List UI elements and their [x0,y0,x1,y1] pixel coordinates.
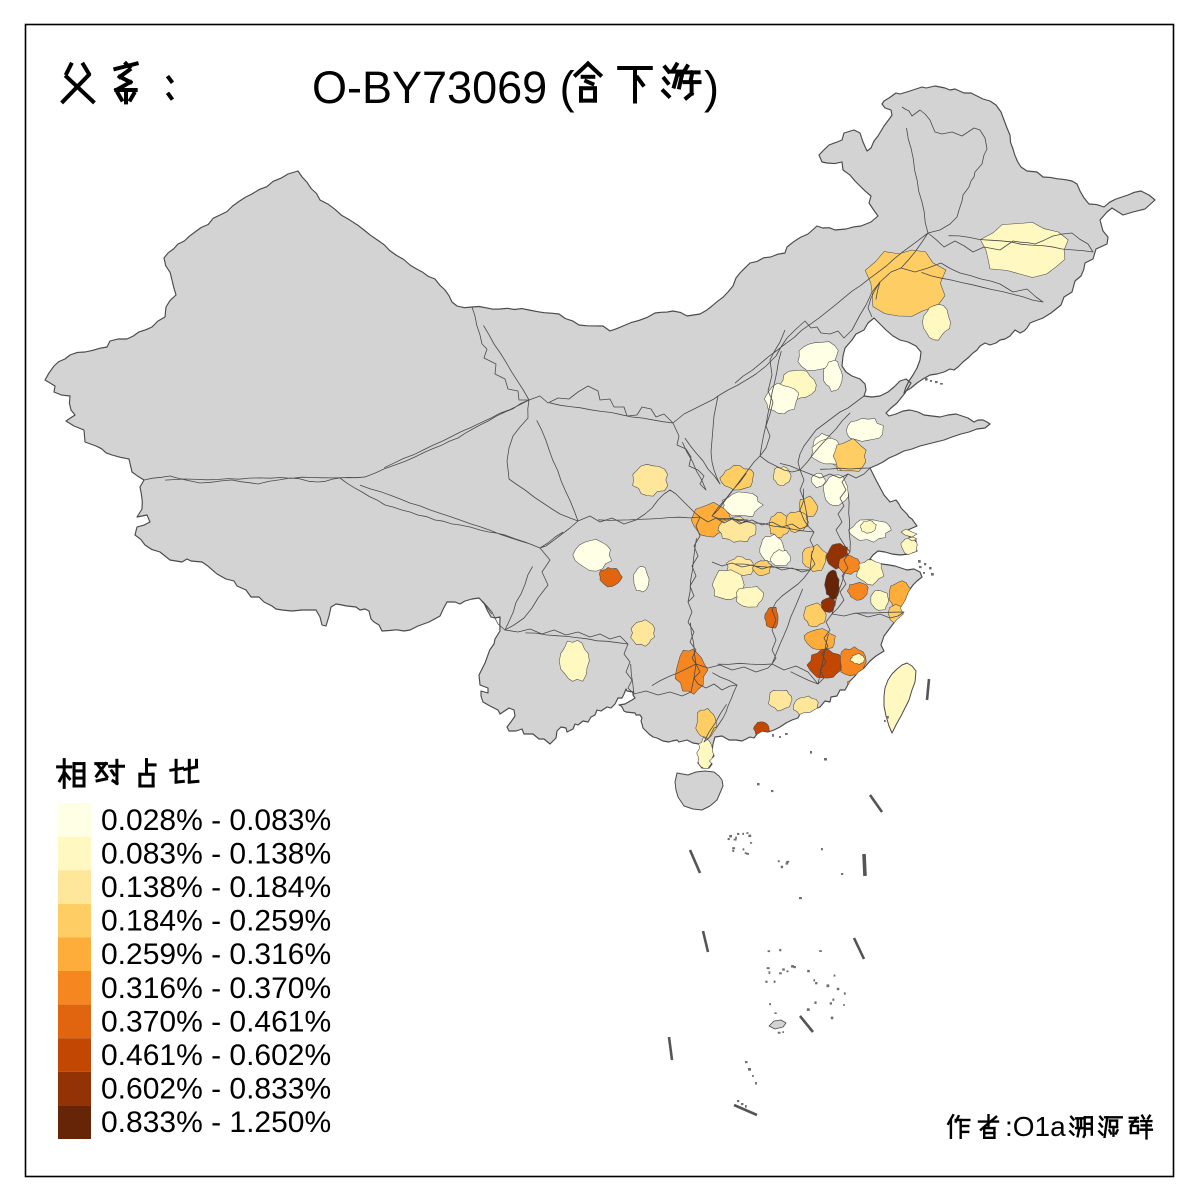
svg-text:O-BY73069 (: O-BY73069 ( [312,62,575,113]
svg-text:0.138% - 0.184%: 0.138% - 0.184% [101,871,331,904]
svg-text::O1a: :O1a [1005,1111,1066,1142]
svg-text:0.184% - 0.259%: 0.184% - 0.259% [101,905,331,938]
svg-text:0.083% - 0.138%: 0.083% - 0.138% [101,837,331,870]
svg-text:0.602% - 0.833%: 0.602% - 0.833% [101,1073,331,1106]
svg-text:0.461% - 0.602%: 0.461% - 0.602% [101,1039,331,1072]
svg-text:0.259% - 0.316%: 0.259% - 0.316% [101,938,331,971]
svg-text:): ) [704,62,719,113]
svg-text:0.370% - 0.461%: 0.370% - 0.461% [101,1005,331,1038]
svg-text:0.316% - 0.370%: 0.316% - 0.370% [101,972,331,1005]
svg-text:0.028% - 0.083%: 0.028% - 0.083% [101,804,331,837]
svg-text:0.833% - 1.250%: 0.833% - 1.250% [101,1106,331,1139]
